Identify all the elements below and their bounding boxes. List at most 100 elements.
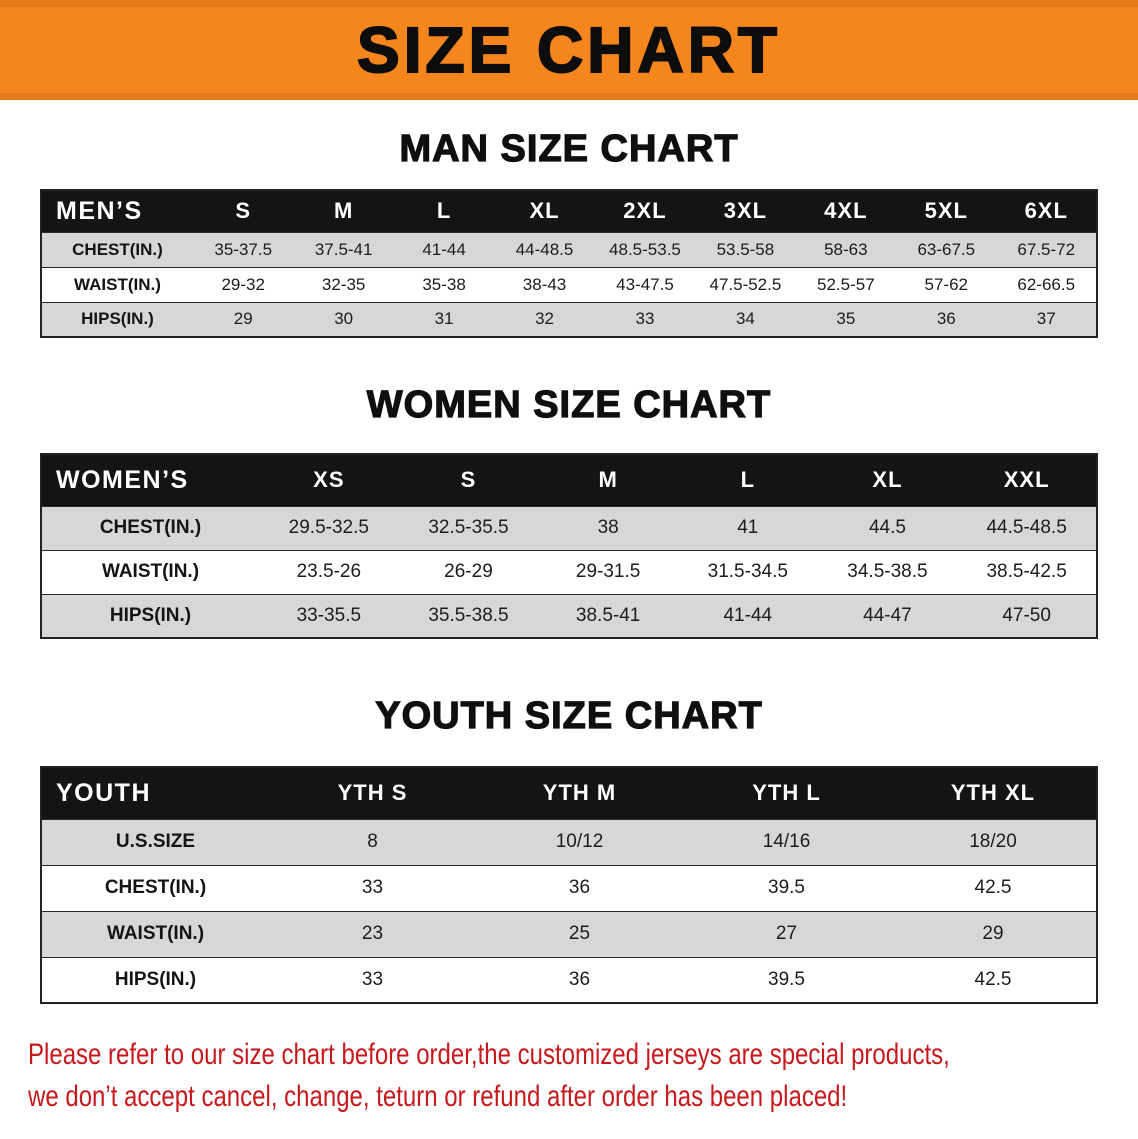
table-head: WOMEN’S XS S M L XL XXL (41, 454, 1097, 506)
size-header-cell: 3XL (723, 198, 768, 224)
header-row: YOUTH YTH S YTH M YTH L YTH XL (41, 767, 1097, 819)
size-header-cell: YTH S (337, 780, 408, 806)
value-cell: 14/16 (762, 831, 811, 852)
header-row: MEN’S S M L XL 2XL 3XL 4XL 5XL 6XL (41, 190, 1097, 232)
value-cell: 29 (982, 923, 1004, 944)
women-size-table: WOMEN’S XS S M L XL XXL CHEST(IN.) 29.5-32.5 32.5… (40, 453, 1098, 639)
value-cell: 35 (836, 309, 856, 329)
size-header-cell: YTH L (752, 780, 821, 806)
value-cell: 34 (735, 309, 755, 329)
size-header-cell: S (460, 467, 477, 493)
size-header-cell: 6XL (1024, 198, 1068, 224)
table-row: HIPS(IN.) 29 30 31 32 33 34 35 36 37 (41, 302, 1097, 337)
section-heading-youth: YOUTH SIZE CHART (375, 694, 763, 737)
value-cell: 53.5-58 (716, 239, 775, 259)
disclaimer-line-1: Please refer to our size chart before or… (28, 1038, 950, 1071)
row-label-cell: HIPS(IN.) (81, 309, 154, 329)
value-cell: 8 (367, 831, 378, 852)
table-row: HIPS(IN.) 33 36 39.5 42.5 (41, 957, 1097, 1003)
value-cell: 58-63 (824, 239, 868, 259)
value-cell: 38.5-41 (575, 604, 641, 626)
value-cell: 33-35.5 (296, 604, 362, 626)
row-label-cell: HIPS(IN.) (109, 604, 192, 626)
size-header-cell: 5XL (924, 198, 968, 224)
value-cell: 32 (535, 309, 554, 329)
value-cell: 67.5-72 (1017, 239, 1076, 259)
table-row: CHEST(IN.) 33 36 39.5 42.5 (41, 865, 1097, 911)
value-cell: 29 (233, 309, 253, 329)
value-cell: 32-35 (321, 274, 366, 294)
value-cell: 23.5-26 (296, 561, 362, 582)
size-chart-section-women: WOMEN SIZE CHART WOMEN’S XS S M L XL XXL CHEST(I… (0, 383, 1138, 639)
value-cell: 43-47.5 (616, 274, 674, 294)
value-cell: 31 (434, 309, 454, 329)
table-row: WAIST(IN.) 23.5-26 26-29 29-31.5 31.5-34.5 34… (41, 550, 1097, 594)
size-header-cell: XXL (1003, 467, 1050, 493)
size-header-cell: 2XL (623, 198, 667, 224)
value-cell: 23 (361, 923, 384, 944)
value-cell: 38.5-42.5 (986, 561, 1067, 582)
value-cell: 38-43 (522, 274, 567, 294)
table-body: CHEST(IN.) 35-37.5 37.5-41 41-44 44-48.5 48.5… (41, 232, 1097, 337)
value-cell: 36 (568, 968, 591, 990)
size-header-cell: XS (313, 467, 345, 493)
value-cell: 57-62 (924, 274, 969, 294)
value-cell: 44.5-48.5 (986, 517, 1067, 538)
size-header-cell: YTH M (542, 780, 617, 806)
page-title: SIZE CHART (356, 13, 781, 87)
header-row: WOMEN’S XS S M L XL XXL (41, 454, 1097, 506)
men-size-table: MEN’S S M L XL 2XL 3XL 4XL 5XL 6XL CHEST(IN.) 35-37… (40, 189, 1098, 338)
value-cell: 31.5-34.5 (707, 561, 788, 582)
table-title-cell: WOMEN’S (56, 465, 189, 494)
value-cell: 27 (775, 923, 798, 944)
value-cell: 26-29 (444, 561, 493, 582)
value-cell: 36 (568, 877, 591, 898)
value-cell: 25 (568, 923, 591, 944)
table-head: YOUTH YTH S YTH M YTH L YTH XL (41, 767, 1097, 819)
table-row: WAIST(IN.) 29-32 32-35 35-38 38-43 43-47.5 47.… (41, 267, 1097, 302)
table-row: U.S.SIZE 8 10/12 14/16 18/20 (41, 819, 1097, 865)
table-row: CHEST(IN.) 29.5-32.5 32.5-35.5 38 41 44.5 44.5… (41, 506, 1097, 550)
table-body: U.S.SIZE 8 10/12 14/16 18/20 CHEST(IN.) 33 36 39… (41, 819, 1097, 1003)
value-cell: 39.5 (768, 968, 805, 990)
row-label-cell: CHEST(IN.) (72, 239, 163, 259)
value-cell: 39.5 (768, 877, 805, 898)
value-cell: 48.5-53.5 (609, 239, 681, 259)
banner: SIZE CHART (0, 0, 1138, 100)
value-cell: 35-37.5 (214, 239, 273, 259)
value-cell: 29.5-32.5 (288, 517, 369, 538)
disclaimer-line-2: we don’t accept cancel, change, teturn o… (28, 1079, 848, 1113)
size-header-cell: XL (529, 198, 560, 224)
value-cell: 29-32 (221, 274, 265, 294)
value-cell: 37.5-41 (314, 239, 373, 259)
charts-container: MAN SIZE CHART MEN’S S M L XL 2XL 3XL 4XL 5XL 6XL C… (0, 127, 1138, 1004)
table-title-cell: YOUTH (56, 778, 151, 807)
youth-size-table: YOUTH YTH S YTH M YTH L YTH XL U.S.SIZE 8 10/12… (40, 766, 1098, 1004)
value-cell: 35.5-38.5 (428, 604, 509, 626)
table-head: MEN’S S M L XL 2XL 3XL 4XL 5XL 6XL (41, 190, 1097, 232)
size-chart-section-youth: YOUTH SIZE CHART YOUTH YTH S YTH M YTH L YTH … (0, 694, 1138, 1004)
row-label-cell: U.S.SIZE (115, 831, 196, 852)
row-label-cell: WAIST(IN.) (101, 561, 200, 582)
row-label-cell: CHEST(IN.) (104, 877, 207, 898)
value-cell: 32.5-35.5 (428, 517, 509, 538)
value-cell: 63-67.5 (917, 239, 976, 259)
value-cell: 44-47 (863, 604, 912, 626)
value-cell: 62-66.5 (1017, 274, 1076, 294)
value-cell: 52.5-57 (817, 274, 875, 294)
size-header-cell: M (598, 467, 618, 493)
value-cell: 38 (597, 517, 619, 538)
size-header-cell: XL (872, 467, 903, 493)
value-cell: 33 (635, 309, 655, 329)
row-label-cell: WAIST(IN.) (74, 274, 161, 294)
row-label-cell: CHEST(IN.) (99, 517, 202, 538)
value-cell: 44.5 (868, 517, 906, 538)
size-header-cell: S (235, 198, 252, 224)
value-cell: 37 (1036, 309, 1056, 329)
value-cell: 34.5-38.5 (847, 561, 928, 582)
value-cell: 29-31.5 (575, 561, 641, 582)
size-header-cell: YTH XL (950, 780, 1036, 806)
value-cell: 44-48.5 (515, 239, 574, 259)
value-cell: 47-50 (1002, 604, 1051, 626)
